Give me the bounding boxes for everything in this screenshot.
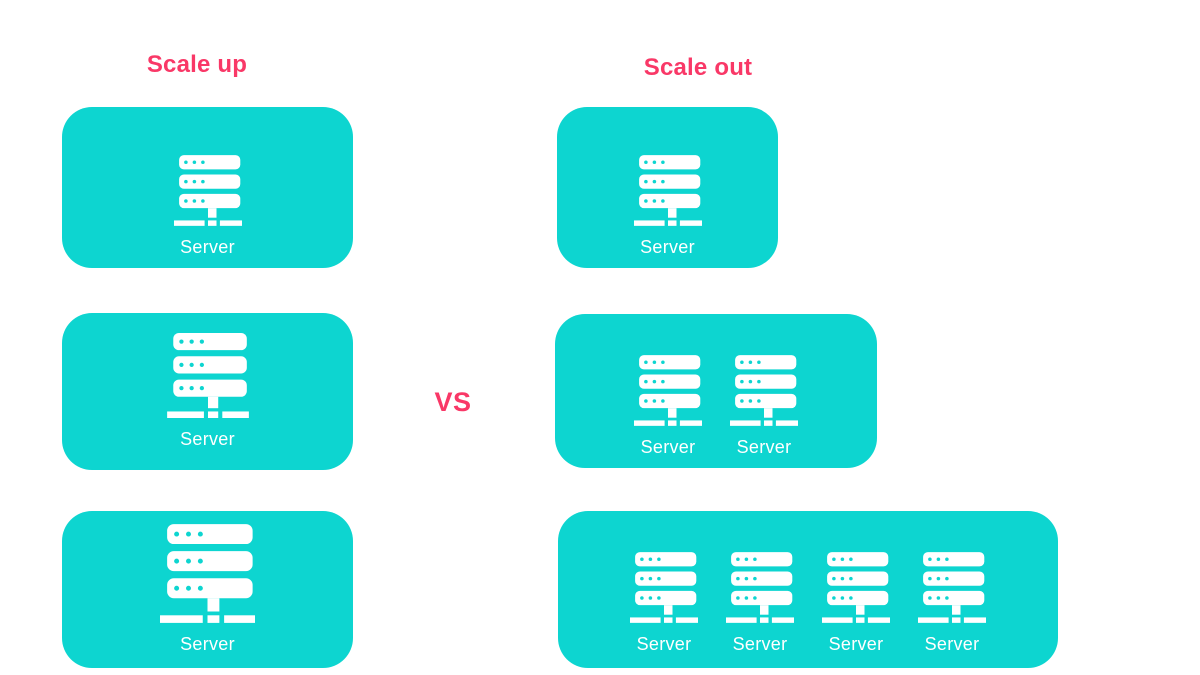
scale-out-box-2: Server Server [555, 314, 877, 468]
server-label: Server [180, 634, 235, 654]
server-label: Server [924, 634, 980, 654]
server-figure: Server [822, 552, 890, 653]
server-figure: Server [634, 355, 702, 456]
scale-out-box-3: Server Server Server Server [558, 511, 1058, 668]
server-rack-icon [174, 155, 242, 226]
scale-out-box-1: Server [557, 107, 778, 268]
server-rack-icon [167, 333, 249, 418]
server-figure: Server [730, 355, 798, 456]
server-label: Server [640, 437, 696, 457]
server-figure: Server [726, 552, 794, 653]
server-label: Server [736, 437, 792, 457]
scale-up-box-2: Server [62, 313, 353, 470]
server-rack-icon [730, 355, 798, 426]
server-label: Server [180, 429, 235, 449]
versus-label: VS [434, 387, 472, 417]
server-figure: Server [167, 333, 249, 448]
scale-up-title: Scale up [146, 51, 248, 78]
scale-up-box-3: Server [62, 511, 353, 668]
server-figure: Server [918, 552, 986, 653]
scale-up-box-1: Server [62, 107, 353, 268]
server-label: Server [636, 634, 692, 654]
server-figure: Server [174, 155, 242, 256]
server-figure: Server [634, 155, 702, 256]
server-rack-icon [822, 552, 890, 623]
server-figure: Server [630, 552, 698, 653]
server-rack-icon [726, 552, 794, 623]
server-rack-icon [634, 355, 702, 426]
server-rack-icon [630, 552, 698, 623]
server-rack-icon [634, 155, 702, 226]
server-rack-icon [918, 552, 986, 623]
server-figure: Server [160, 524, 255, 653]
server-label: Server [180, 237, 235, 257]
server-label: Server [828, 634, 884, 654]
scale-out-title: Scale out [643, 54, 753, 81]
server-rack-icon [160, 524, 255, 623]
server-label: Server [732, 634, 788, 654]
server-label: Server [640, 237, 695, 257]
